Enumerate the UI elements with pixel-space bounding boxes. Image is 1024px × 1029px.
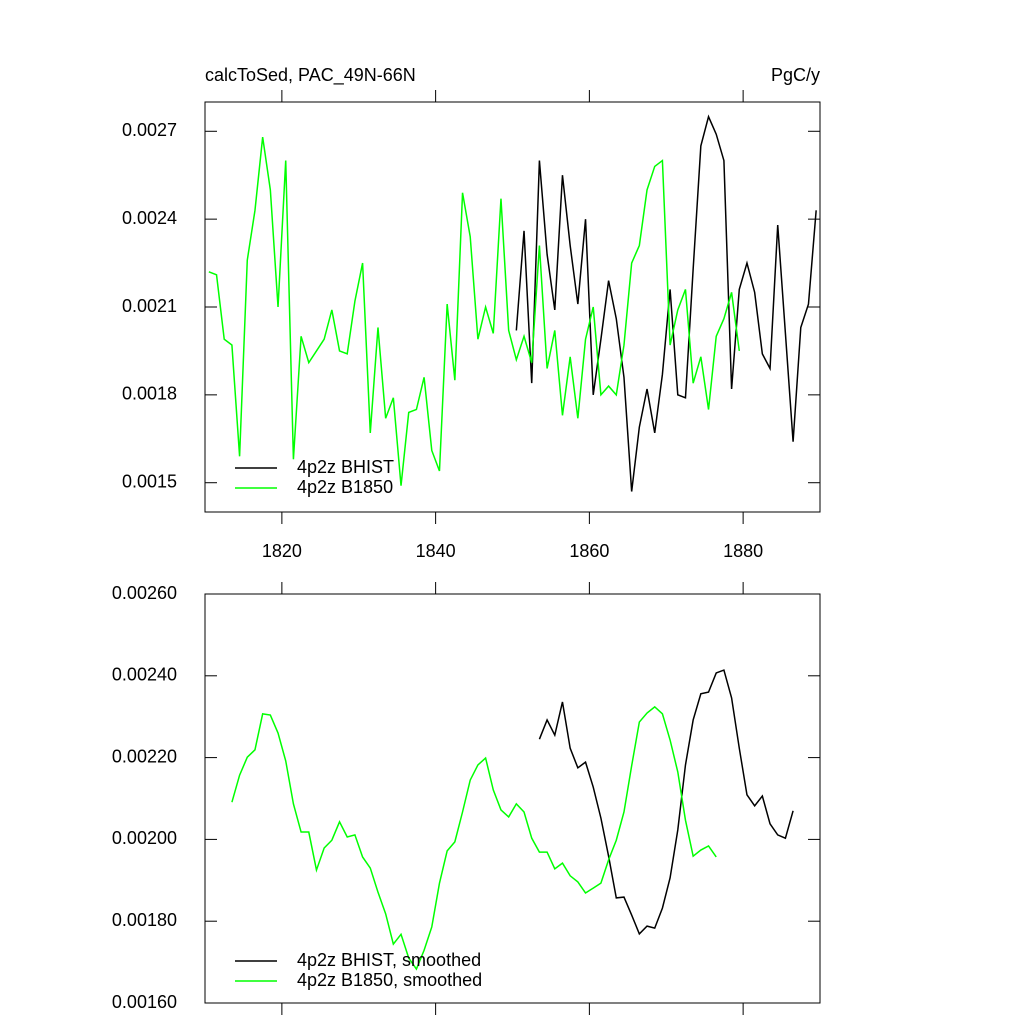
y-tick-label: 0.0024: [122, 208, 177, 228]
plot-frame: [204, 593, 821, 1004]
y-tick-label: 0.0018: [122, 384, 177, 404]
y-tick-label: 0.0021: [122, 296, 177, 316]
units-label: PgC/y: [771, 65, 820, 85]
series-line: [231, 705, 717, 971]
y-tick-label: 0.00240: [112, 665, 177, 685]
series-line: [538, 669, 794, 936]
y-tick-label: 0.0015: [122, 471, 177, 491]
x-tick-label: 1820: [262, 541, 302, 561]
y-tick-label: 0.00160: [112, 992, 177, 1012]
y-tick-label: 0.00200: [112, 828, 177, 848]
y-tick-label: 0.00260: [112, 583, 177, 603]
series-line: [515, 114, 817, 492]
legend-label: 4p2z B1850: [297, 477, 393, 497]
legend-label: 4p2z BHIST: [297, 457, 394, 477]
x-tick-label: 1880: [723, 541, 763, 561]
x-tick-label: 1860: [569, 541, 609, 561]
legend-label: 4p2z B1850, smoothed: [297, 970, 482, 990]
chart-title: calcToSed, PAC_49N-66N: [205, 65, 416, 86]
legend-label: 4p2z BHIST, smoothed: [297, 950, 481, 970]
y-tick-label: 0.0027: [122, 120, 177, 140]
y-tick-label: 0.00220: [112, 746, 177, 766]
x-tick-label: 1840: [416, 541, 456, 561]
series-line: [208, 137, 741, 486]
y-tick-label: 0.00180: [112, 910, 177, 930]
